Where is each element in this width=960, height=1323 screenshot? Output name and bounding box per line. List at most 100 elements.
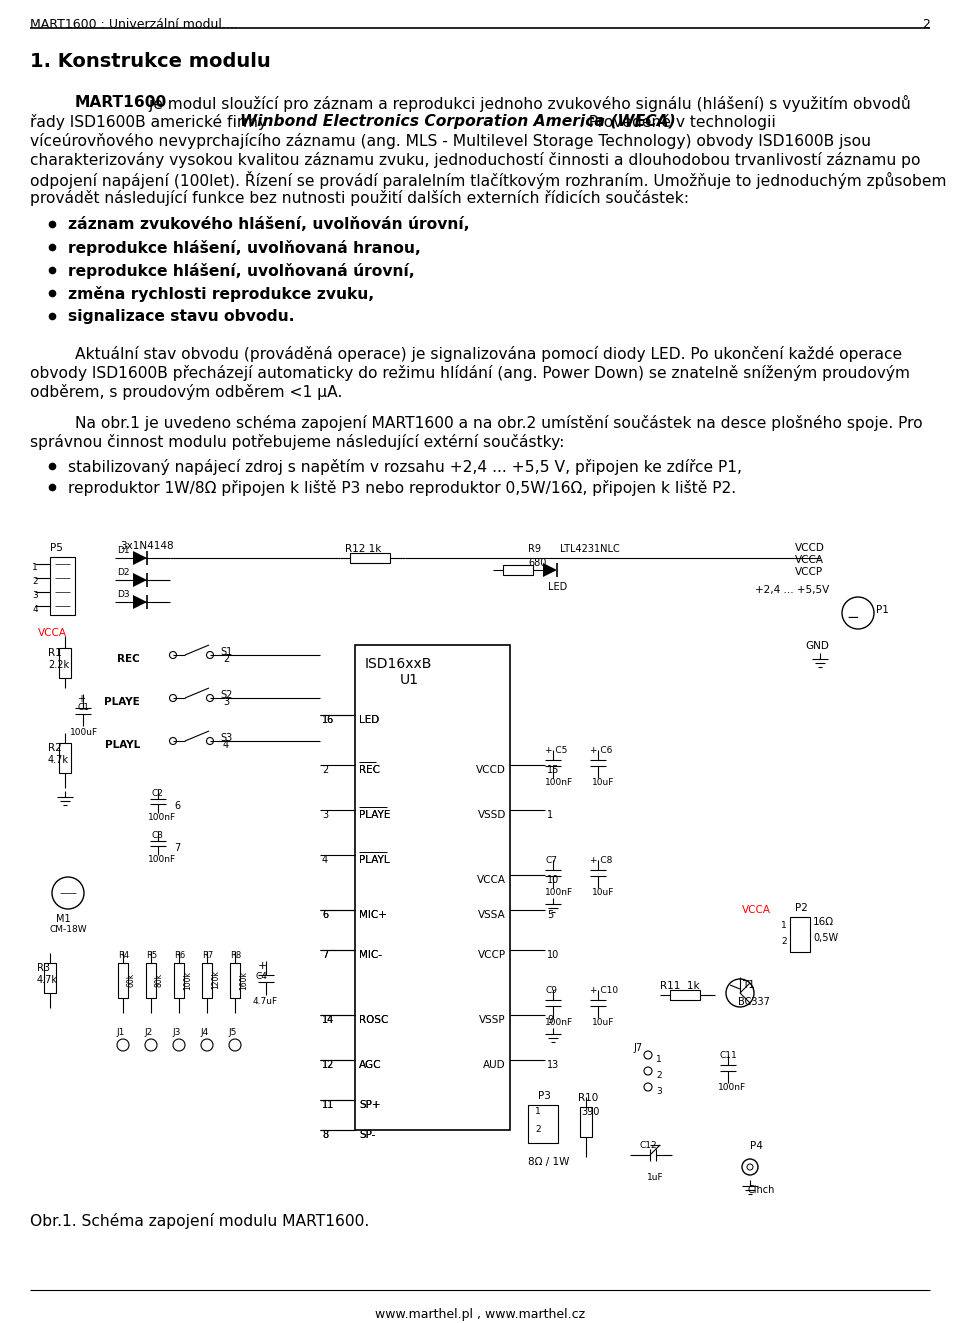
Text: provádět následující funkce bez nutnosti použití dalších externích řídicích souč: provádět následující funkce bez nutnosti… bbox=[30, 191, 689, 206]
Text: Cinch: Cinch bbox=[748, 1185, 776, 1195]
Text: VCCP: VCCP bbox=[795, 568, 823, 577]
Text: 14: 14 bbox=[322, 1015, 334, 1025]
Text: Winbond Electronics Corporation America (WECA): Winbond Electronics Corporation America … bbox=[240, 114, 676, 130]
Text: 2: 2 bbox=[781, 938, 787, 946]
Text: 2: 2 bbox=[223, 654, 229, 664]
Text: 11: 11 bbox=[322, 1099, 334, 1110]
Text: 6: 6 bbox=[174, 800, 180, 811]
Text: je modul sloužící pro záznam a reprodukci jednoho zvukového signálu (hlášení) s : je modul sloužící pro záznam a reprodukc… bbox=[144, 95, 911, 112]
Text: 4: 4 bbox=[322, 855, 328, 865]
Text: P4: P4 bbox=[750, 1140, 763, 1151]
Text: +: + bbox=[77, 695, 85, 704]
Text: 1. Konstrukce modulu: 1. Konstrukce modulu bbox=[30, 52, 271, 71]
Text: J7: J7 bbox=[633, 1043, 642, 1053]
Text: R12 1k: R12 1k bbox=[345, 544, 381, 554]
Text: 3: 3 bbox=[656, 1086, 661, 1095]
Text: 100nF: 100nF bbox=[718, 1084, 746, 1091]
Bar bbox=[355, 646, 510, 1130]
Text: 390: 390 bbox=[581, 1107, 599, 1117]
Circle shape bbox=[206, 737, 213, 745]
Circle shape bbox=[173, 1039, 185, 1050]
Text: 100nF: 100nF bbox=[545, 778, 573, 787]
Text: R6: R6 bbox=[174, 951, 185, 960]
Bar bbox=[118, 963, 128, 998]
Text: VSSP: VSSP bbox=[479, 1015, 506, 1025]
Circle shape bbox=[747, 1164, 753, 1170]
Text: J4: J4 bbox=[200, 1028, 208, 1037]
Text: 2: 2 bbox=[656, 1070, 661, 1080]
Text: REC: REC bbox=[117, 654, 140, 664]
Circle shape bbox=[644, 1084, 652, 1091]
Text: PLAYE: PLAYE bbox=[105, 697, 140, 706]
Circle shape bbox=[644, 1050, 652, 1058]
Bar bbox=[174, 963, 184, 998]
Text: 60k: 60k bbox=[127, 972, 136, 987]
Text: R4: R4 bbox=[118, 951, 130, 960]
Text: REC: REC bbox=[359, 765, 380, 775]
Circle shape bbox=[170, 737, 177, 745]
Text: R7: R7 bbox=[202, 951, 213, 960]
Circle shape bbox=[52, 877, 84, 909]
Text: 6: 6 bbox=[322, 910, 328, 919]
Polygon shape bbox=[133, 573, 147, 587]
Bar bbox=[528, 1105, 558, 1143]
Text: R1: R1 bbox=[48, 648, 61, 658]
Text: R3: R3 bbox=[37, 963, 50, 972]
Text: C9: C9 bbox=[545, 986, 557, 995]
Text: M1: M1 bbox=[56, 914, 71, 923]
Circle shape bbox=[206, 695, 213, 701]
Text: 1: 1 bbox=[781, 921, 787, 930]
Text: 16: 16 bbox=[322, 714, 334, 725]
Text: PLAYL: PLAYL bbox=[359, 855, 390, 865]
Text: GND: GND bbox=[805, 642, 828, 651]
Text: 120k: 120k bbox=[211, 971, 220, 990]
Text: MIC-: MIC- bbox=[359, 950, 382, 960]
Text: 100nF: 100nF bbox=[148, 855, 176, 864]
Text: 9: 9 bbox=[547, 1015, 553, 1025]
Text: P3: P3 bbox=[538, 1091, 551, 1101]
Text: C11: C11 bbox=[720, 1050, 737, 1060]
Text: VSSD: VSSD bbox=[478, 810, 506, 820]
Text: R9: R9 bbox=[528, 544, 541, 554]
Text: + C5: + C5 bbox=[545, 746, 567, 755]
Text: stabilizovaný napájecí zdroj s napětím v rozsahu +2,4 ... +5,5 V, připojen ke zd: stabilizovaný napájecí zdroj s napětím v… bbox=[68, 459, 742, 475]
Polygon shape bbox=[133, 550, 147, 565]
Text: AGC: AGC bbox=[359, 1060, 381, 1070]
Text: 4.7k: 4.7k bbox=[48, 755, 69, 765]
Circle shape bbox=[229, 1039, 241, 1050]
Text: 1uF: 1uF bbox=[647, 1174, 663, 1181]
Text: 1: 1 bbox=[656, 1054, 661, 1064]
Circle shape bbox=[644, 1068, 652, 1076]
Text: víceúrovňového nevyprchajícího záznamu (ang. MLS - Multilevel Storage Technology: víceúrovňového nevyprchajícího záznamu (… bbox=[30, 134, 871, 149]
Text: záznam zvukového hlášení, uvolňován úrovní,: záznam zvukového hlášení, uvolňován úrov… bbox=[68, 217, 469, 232]
Text: 13: 13 bbox=[547, 1060, 560, 1070]
Text: VCCA: VCCA bbox=[38, 628, 67, 638]
Text: 3: 3 bbox=[33, 591, 38, 601]
Text: S2: S2 bbox=[220, 691, 232, 700]
Text: 2: 2 bbox=[322, 765, 328, 775]
Text: SP+: SP+ bbox=[359, 1099, 380, 1110]
Text: Aktuální stav obvodu (prováděná operace) je signalizována pomocí diody LED. Po u: Aktuální stav obvodu (prováděná operace)… bbox=[75, 347, 902, 363]
Text: změna rychlosti reprodukce zvuku,: změna rychlosti reprodukce zvuku, bbox=[68, 286, 374, 302]
Text: reprodukce hlášení, uvolňovaná úrovní,: reprodukce hlášení, uvolňovaná úrovní, bbox=[68, 263, 415, 279]
Text: 7: 7 bbox=[322, 950, 328, 960]
Text: AGC: AGC bbox=[359, 1060, 381, 1070]
Text: REC: REC bbox=[359, 765, 380, 775]
Text: 14: 14 bbox=[322, 1015, 334, 1025]
Circle shape bbox=[206, 651, 213, 659]
Polygon shape bbox=[133, 595, 147, 609]
Text: 100nF: 100nF bbox=[148, 814, 176, 822]
Text: R2: R2 bbox=[48, 744, 61, 753]
Text: VCCP: VCCP bbox=[478, 950, 506, 960]
Text: 160k: 160k bbox=[239, 971, 248, 990]
Bar bbox=[580, 1107, 592, 1136]
Text: 2: 2 bbox=[923, 19, 930, 30]
Text: 5: 5 bbox=[547, 910, 553, 919]
Text: P1: P1 bbox=[876, 605, 889, 615]
Text: +: + bbox=[258, 960, 268, 971]
Bar bbox=[50, 557, 75, 615]
Text: SP+: SP+ bbox=[359, 1099, 380, 1110]
Text: C4: C4 bbox=[256, 972, 268, 980]
Text: VCCD: VCCD bbox=[476, 765, 506, 775]
Text: 7: 7 bbox=[322, 950, 328, 960]
